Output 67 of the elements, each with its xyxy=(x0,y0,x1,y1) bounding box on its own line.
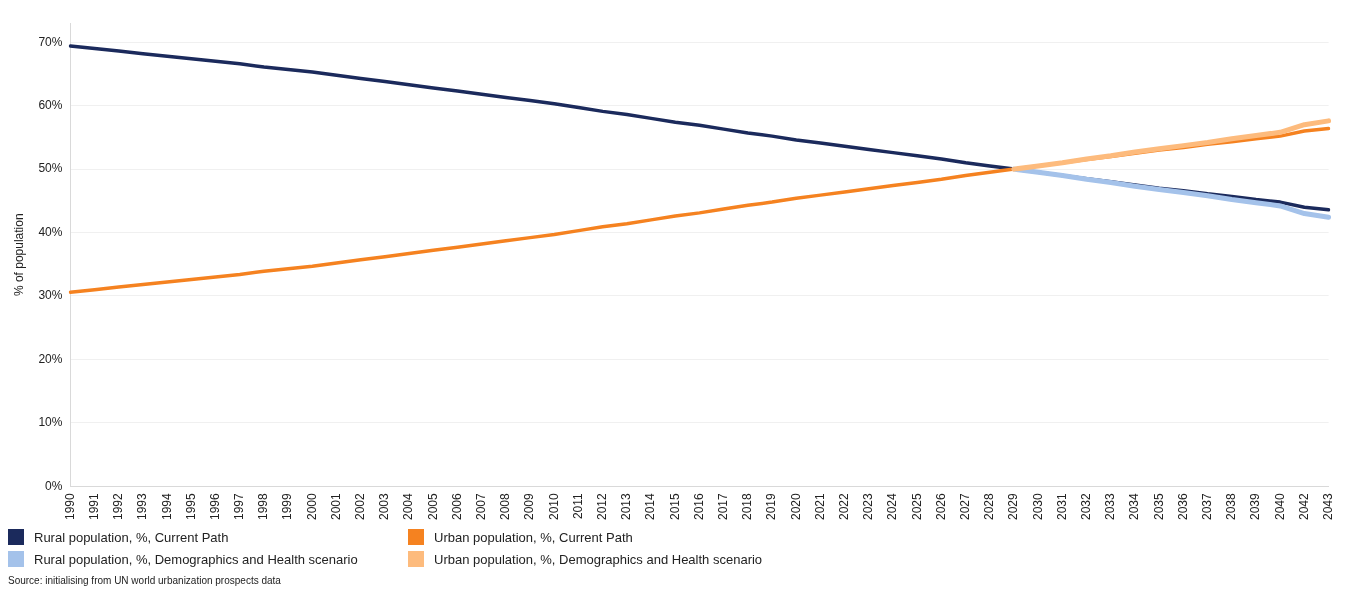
x-tick-label: 2009 xyxy=(522,492,537,521)
y-tick-label: 20% xyxy=(38,351,63,366)
x-tick-label: 1996 xyxy=(207,492,222,521)
x-tick-label: 2043 xyxy=(1320,492,1335,521)
x-tick-label: 2038 xyxy=(1224,492,1239,521)
x-tick-label: 1995 xyxy=(183,492,198,521)
x-tick-label: 2035 xyxy=(1151,492,1166,521)
x-tick-label: 2032 xyxy=(1078,492,1093,521)
y-tick-label: 10% xyxy=(38,415,63,430)
x-tick-label: 1993 xyxy=(135,492,150,521)
x-tick-label: 1999 xyxy=(280,492,295,521)
y-tick-label: 30% xyxy=(38,288,63,303)
x-tick-label: 1994 xyxy=(159,492,174,521)
x-tick-label: 2001 xyxy=(328,492,343,521)
y-tick-label: 0% xyxy=(45,478,63,493)
y-tick-label: 60% xyxy=(38,97,63,112)
x-tick-label: 2040 xyxy=(1272,492,1287,521)
x-tick-label: 2028 xyxy=(982,492,997,521)
x-tick-label: 1998 xyxy=(256,492,271,521)
x-tick-label: 2036 xyxy=(1175,492,1190,521)
legend-label: Rural population, %, Demographics and Health scenario xyxy=(34,551,358,567)
x-tick-label: 2024 xyxy=(885,492,900,521)
legend-label: Rural population, %, Current Path xyxy=(34,529,229,545)
x-tick-label: 2002 xyxy=(353,492,368,521)
x-tick-label: 2019 xyxy=(764,492,779,521)
x-tick-label: 2027 xyxy=(957,492,972,521)
x-tick-label: 2021 xyxy=(812,492,827,521)
x-tick-label: 2014 xyxy=(643,492,658,521)
x-tick-label: 2022 xyxy=(837,492,851,521)
x-tick-label: 2039 xyxy=(1248,492,1263,521)
x-tick-label: 2016 xyxy=(691,492,706,521)
source-note: Source: initialising from UN world urbanization prospects data xyxy=(8,575,282,586)
x-tick-label: 1990 xyxy=(62,492,77,521)
y-tick-label: 50% xyxy=(38,161,63,176)
x-tick-label: 2023 xyxy=(861,492,876,521)
x-tick-label: 1997 xyxy=(232,492,247,521)
x-tick-label: 2006 xyxy=(449,492,464,521)
x-tick-label: 2037 xyxy=(1199,492,1214,521)
x-tick-label: 2025 xyxy=(909,492,924,521)
x-tick-label: 2018 xyxy=(740,492,755,521)
x-tick-label: 2033 xyxy=(1103,492,1118,521)
x-tick-label: 2015 xyxy=(667,492,682,521)
y-tick-label: 70% xyxy=(38,34,63,49)
x-tick-label: 2012 xyxy=(595,492,610,521)
x-tick-label: 2034 xyxy=(1127,492,1142,521)
x-tick-label: 2005 xyxy=(425,492,440,521)
y-axis-title: % of population xyxy=(11,213,26,297)
x-tick-label: 2042 xyxy=(1296,492,1311,521)
legend-label: Urban population, %, Current Path xyxy=(434,529,633,545)
x-tick-label: 2026 xyxy=(933,492,948,521)
x-tick-label: 2004 xyxy=(401,492,416,521)
x-tick-label: 2020 xyxy=(788,492,803,521)
x-tick-label: 1992 xyxy=(111,492,126,521)
x-tick-label: 2000 xyxy=(304,492,319,521)
x-tick-label: 2013 xyxy=(619,492,634,521)
y-tick-label: 40% xyxy=(38,224,63,239)
legend-label: Urban population, %, Demographics and Health scenario xyxy=(434,551,763,567)
x-tick-label: 2011 xyxy=(570,492,585,520)
x-tick-label: 2029 xyxy=(1006,492,1021,521)
x-tick-label: 2010 xyxy=(546,492,561,521)
x-tick-label: 2007 xyxy=(474,492,489,521)
x-tick-label: 2003 xyxy=(377,492,392,521)
x-tick-label: 1991 xyxy=(86,492,101,521)
x-tick-label: 2031 xyxy=(1054,492,1069,521)
x-tick-label: 2030 xyxy=(1030,492,1045,521)
x-tick-label: 2008 xyxy=(498,492,513,521)
x-tick-label: 2017 xyxy=(716,492,731,521)
